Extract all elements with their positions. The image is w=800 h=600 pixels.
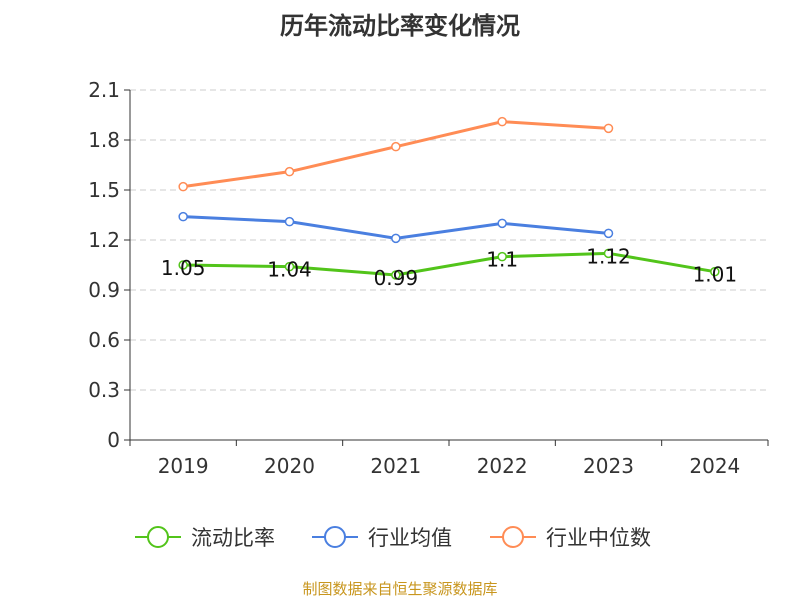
data-label: 0.99 [374, 266, 419, 290]
data-point [391, 141, 401, 152]
y-tick-label: 0.9 [88, 278, 120, 302]
y-tick-label: 0 [107, 428, 120, 452]
data-point [284, 166, 295, 177]
legend-label: 行业中位数 [546, 526, 651, 550]
x-tick-label: 2022 [477, 454, 528, 478]
data-point [178, 181, 188, 192]
data-label: 1.01 [693, 263, 738, 287]
x-tick-label: 2019 [158, 454, 209, 478]
data-point [178, 260, 188, 270]
data-point [710, 266, 720, 277]
data-point [603, 248, 614, 259]
y-tick-label: 1.2 [88, 228, 120, 252]
data-point [603, 228, 614, 239]
series-line [182, 120, 609, 189]
data-point [391, 270, 401, 280]
y-tick-label: 1.5 [88, 178, 120, 202]
y-tick-label: 1.8 [88, 128, 120, 152]
y-tick-label: 0.3 [88, 378, 120, 402]
x-tick-label: 2020 [264, 454, 315, 478]
chart-title: 历年流动比率变化情况 [280, 12, 520, 40]
data-point [391, 233, 401, 244]
data-point [178, 211, 188, 222]
legend-label: 行业均值 [368, 526, 452, 550]
legend-marker [324, 526, 346, 548]
data-point [284, 216, 295, 227]
data-point [284, 261, 295, 272]
data-label: 1.05 [161, 256, 206, 280]
data-label: 1.04 [267, 258, 312, 282]
x-tick-label: 2024 [689, 454, 740, 478]
data-point [603, 123, 614, 134]
y-tick-label: 2.1 [88, 78, 120, 102]
legend-label: 流动比率 [191, 526, 275, 550]
x-tick-label: 2023 [583, 454, 634, 478]
source-note: 制图数据来自恒生聚源数据库 [302, 580, 498, 598]
series-line [183, 251, 716, 277]
data-label: 1.12 [586, 244, 631, 268]
y-tick-label: 0.6 [88, 328, 120, 352]
data-point [497, 218, 507, 229]
legend-marker [147, 526, 169, 548]
data-point [497, 116, 507, 127]
data-point [497, 251, 507, 262]
x-tick-label: 2021 [370, 454, 421, 478]
data-label: 1.1 [486, 248, 518, 272]
legend-marker [502, 526, 524, 548]
